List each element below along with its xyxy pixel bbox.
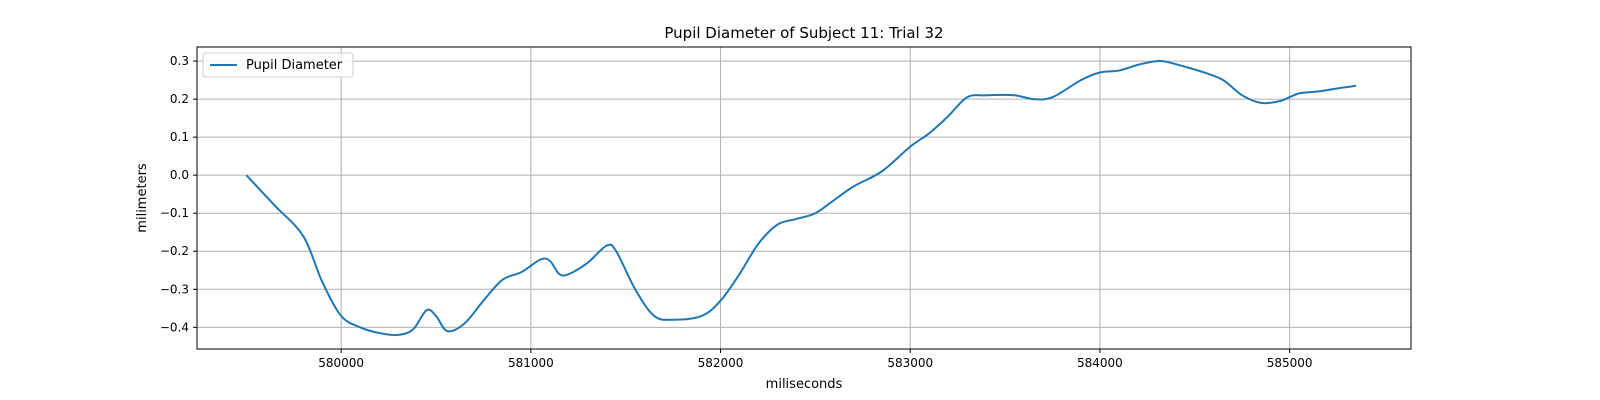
series-line-pupil-diameter bbox=[245, 59, 1357, 337]
y-tick-label: −0.2 bbox=[160, 244, 189, 258]
y-tick-label: −0.4 bbox=[160, 320, 189, 334]
x-tick-label: 585000 bbox=[1267, 356, 1313, 370]
y-tick-label: 0.0 bbox=[170, 168, 189, 182]
y-tick-label: 0.2 bbox=[170, 92, 189, 106]
x-tick-label: 582000 bbox=[698, 356, 744, 370]
x-tick-label: 584000 bbox=[1077, 356, 1123, 370]
grid-layer bbox=[197, 47, 1411, 349]
legend: Pupil Diameter bbox=[202, 52, 354, 78]
tick-layer: 580000 581000 582000 583000 584000 585000 0.3 0… bbox=[160, 54, 1313, 370]
plot-area-frame bbox=[196, 46, 1412, 350]
chart-title: Pupil Diameter of Subject 11: Trial 32 bbox=[664, 24, 943, 42]
x-tick-label: 580000 bbox=[318, 356, 364, 370]
y-tick-label: 0.1 bbox=[170, 130, 189, 144]
y-axis-label: milimeters bbox=[135, 163, 150, 233]
y-tick-label: −0.3 bbox=[160, 282, 189, 296]
x-axis-label: miliseconds bbox=[766, 377, 843, 392]
y-tick-label: −0.1 bbox=[160, 206, 189, 220]
x-tick-label: 581000 bbox=[508, 356, 554, 370]
y-tick-label: 0.3 bbox=[170, 54, 189, 68]
legend-box bbox=[202, 52, 354, 78]
series-layer bbox=[245, 59, 1357, 337]
x-tick-label: 583000 bbox=[887, 356, 933, 370]
legend-label: Pupil Diameter bbox=[246, 58, 343, 73]
